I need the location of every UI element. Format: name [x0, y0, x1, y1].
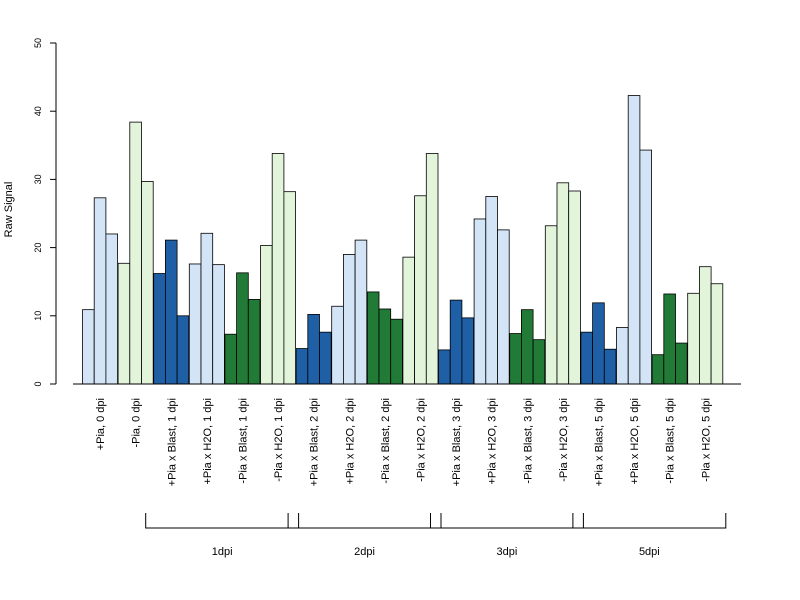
y-tick-label: 0	[33, 381, 43, 386]
x-tick-label: -Pia x Blast, 5 dpi	[665, 398, 677, 484]
y-axis-title: Raw Signal	[3, 182, 15, 238]
bar	[105, 233, 119, 385]
bar	[532, 339, 546, 385]
bar	[627, 95, 641, 385]
bar	[568, 190, 581, 385]
bar	[675, 342, 688, 385]
bar	[699, 266, 712, 385]
bar	[82, 309, 95, 385]
bar	[319, 331, 332, 385]
bar	[651, 354, 665, 385]
bar	[307, 314, 320, 385]
bar	[509, 333, 522, 385]
bar	[580, 331, 594, 385]
y-tick-label: 40	[33, 106, 43, 116]
bar	[390, 318, 403, 385]
group-label: 5dpi	[639, 546, 660, 558]
bars-layer	[82, 95, 724, 385]
group-label: 1dpi	[212, 546, 233, 558]
bar	[639, 149, 653, 385]
x-tick-label: -Pia, 0 dpi	[131, 398, 143, 448]
x-tick-label: +Pia x H2O, 2 dpi	[344, 398, 356, 485]
bar	[141, 181, 154, 385]
x-tick-label: +Pia, 0 dpi	[95, 398, 107, 450]
y-tick-label: 30	[33, 174, 43, 184]
group-label: 3dpi	[497, 546, 518, 558]
bar	[236, 272, 249, 385]
bar	[378, 308, 392, 385]
bar	[176, 315, 190, 385]
bar	[544, 225, 558, 385]
bar	[438, 349, 451, 385]
bar	[449, 299, 463, 385]
x-tick-label: -Pia x Blast, 1 dpi	[237, 398, 249, 484]
bar	[224, 333, 237, 385]
group-bracket	[572, 513, 727, 529]
x-tick-label: +Pia x Blast, 2 dpi	[309, 398, 321, 486]
bar	[485, 196, 498, 385]
bar	[247, 299, 261, 385]
bar	[153, 273, 166, 385]
bar	[663, 293, 676, 385]
y-tick-label: 20	[33, 243, 43, 253]
bar	[260, 245, 273, 385]
bar	[271, 153, 285, 385]
bar	[710, 283, 724, 385]
y-axis: 0 10 20 30 40 50	[33, 38, 57, 387]
x-tick-label: -Pia x H2O, 3 dpi	[558, 398, 570, 482]
bar	[117, 262, 131, 385]
x-tick-label: -Pia x H2O, 2 dpi	[415, 398, 427, 482]
x-tick-label: +Pia x H2O, 3 dpi	[487, 398, 499, 485]
bar	[616, 326, 629, 385]
bar	[414, 195, 427, 385]
bar	[402, 256, 415, 385]
bar	[295, 348, 309, 385]
bar	[603, 348, 617, 385]
bar	[331, 305, 344, 385]
group-bracket	[287, 513, 442, 529]
x-tick-label: +Pia x Blast, 3 dpi	[451, 398, 463, 486]
bar	[473, 218, 487, 385]
bar	[556, 182, 570, 385]
bar	[93, 197, 107, 385]
bar	[342, 254, 356, 385]
x-tick-label: +Pia x Blast, 1 dpi	[166, 398, 178, 486]
y-tick-label: 10	[33, 311, 43, 321]
x-tick-label: -Pia x Blast, 3 dpi	[522, 398, 534, 484]
bar	[497, 229, 510, 385]
bar	[283, 191, 296, 385]
x-tick-label: -Pia x H2O, 1 dpi	[273, 398, 285, 482]
bar	[592, 302, 605, 385]
bar	[687, 292, 700, 385]
x-tick-label: +Pia x H2O, 1 dpi	[202, 398, 214, 485]
bar	[200, 232, 214, 385]
y-tick-label: 50	[33, 38, 43, 48]
group-brackets: 1dpi 2dpi 3dpi 5dpi	[145, 513, 727, 558]
group-label: 2dpi	[354, 546, 375, 558]
bar	[212, 264, 225, 385]
group-bracket	[430, 513, 584, 529]
category-labels: +Pia, 0 dpi -Pia, 0 dpi +Pia x Blast, 1 dp…	[95, 398, 712, 486]
x-tick-label: +Pia x H2O, 5 dpi	[629, 398, 641, 485]
bar	[188, 263, 202, 385]
group-bracket	[145, 513, 300, 529]
bar	[366, 291, 380, 385]
bar	[461, 317, 474, 385]
bar	[521, 309, 534, 385]
bar	[354, 239, 368, 385]
bar	[164, 239, 178, 385]
bar	[129, 121, 142, 385]
x-tick-label: -Pia x Blast, 2 dpi	[380, 398, 392, 484]
x-tick-label: +Pia x Blast, 5 dpi	[593, 398, 605, 486]
bar	[425, 153, 439, 385]
x-tick-label: -Pia x H2O, 5 dpi	[700, 398, 712, 482]
